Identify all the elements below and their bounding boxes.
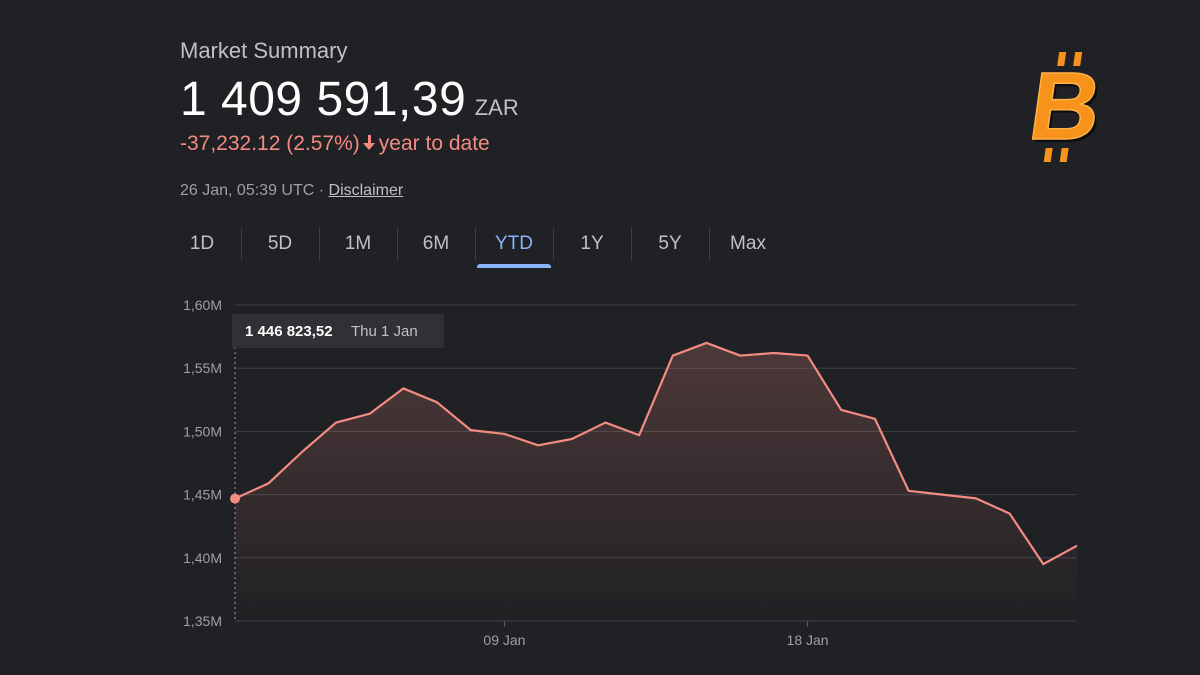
currency-code: ZAR [474, 95, 519, 120]
tooltip-background [232, 314, 444, 348]
y-tick-label: 1,50M [183, 423, 222, 439]
price-line [234, 341, 1078, 566]
data-point [906, 488, 912, 494]
data-point [771, 350, 777, 356]
data-points [230, 340, 1080, 567]
time-range-tabs: 1D 5D 1M 6M YTD 1Y 5Y Max [163, 222, 787, 268]
tooltip-value: 1 446 823,52 [245, 323, 333, 340]
data-point [670, 353, 676, 359]
current-price: 1 409 591,39 [180, 73, 467, 126]
price-change-value: -37,232.12 (2.57%) [180, 132, 360, 155]
data-point [602, 420, 608, 426]
data-point [299, 449, 305, 455]
y-tick-label: 1,35M [183, 613, 222, 629]
arrow-down-icon [362, 135, 375, 151]
tab-max[interactable]: Max [709, 222, 787, 266]
data-point [434, 399, 440, 405]
price-tooltip: 1 446 823,52 Thu 1 Jan [232, 314, 444, 348]
bitcoin-glyph-shadow: B [1026, 56, 1110, 162]
y-tick-label: 1,40M [183, 550, 222, 566]
data-point [805, 353, 811, 359]
change-period-label: year to date [378, 132, 490, 155]
data-point [636, 432, 642, 438]
y-axis: 1,60M 1,55M 1,50M 1,45M 1,40M 1,35M [183, 297, 222, 629]
data-point [367, 411, 373, 417]
data-point [838, 407, 844, 413]
tab-1m[interactable]: 1M [319, 222, 397, 266]
bitcoin-tick-bottom-left [1043, 148, 1053, 162]
data-point [333, 420, 339, 426]
price-row: 1 409 591,39 ZAR [180, 72, 519, 127]
tooltip-date: Thu 1 Jan [351, 323, 418, 340]
price-change-row: -37,232.12 (2.57%) year to date [180, 132, 490, 156]
data-point [468, 427, 474, 433]
y-tick-label: 1,45M [183, 487, 222, 503]
tab-5y[interactable]: 5Y [631, 222, 709, 266]
tab-6m[interactable]: 6M [397, 222, 475, 266]
bitcoin-tick-bottom-right [1059, 148, 1069, 162]
y-tick-label: 1,55M [183, 360, 222, 376]
data-point [973, 495, 979, 501]
tab-1d[interactable]: 1D [189, 233, 215, 254]
x-tick-label: 18 Jan [787, 632, 829, 648]
bitcoin-tick-top-right [1073, 52, 1083, 66]
tab-5d[interactable]: 5D [241, 222, 319, 266]
data-point [704, 340, 710, 346]
data-point [1007, 511, 1013, 517]
data-point [400, 385, 406, 391]
data-point [535, 442, 541, 448]
tab-ytd[interactable]: YTD [475, 222, 553, 268]
disclaimer-link[interactable]: Disclaimer [328, 182, 404, 199]
data-point [872, 416, 878, 422]
bitcoin-tick-top-left [1057, 52, 1067, 66]
bitcoin-icon: B B [1023, 52, 1110, 163]
bitcoin-glyph: B [1023, 53, 1107, 159]
data-point [737, 353, 743, 359]
data-point [1040, 561, 1046, 567]
tab-1y[interactable]: 1Y [553, 222, 631, 266]
timestamp-row: 26 Jan, 05:39 UTC · Disclaimer [180, 182, 403, 200]
price-area-fill [235, 342, 1077, 621]
data-point [1074, 543, 1080, 549]
market-summary-title: Market Summary [180, 38, 348, 63]
data-point [939, 492, 945, 498]
data-point [266, 480, 272, 486]
timestamp: 26 Jan, 05:39 UTC · [180, 182, 329, 199]
x-axis: 09 Jan 18 Jan [483, 621, 829, 648]
x-tick-label: 09 Jan [483, 632, 525, 648]
y-tick-label: 1,60M [183, 297, 222, 313]
highlight-point [230, 493, 240, 504]
data-point [569, 436, 575, 442]
data-point [501, 431, 507, 437]
